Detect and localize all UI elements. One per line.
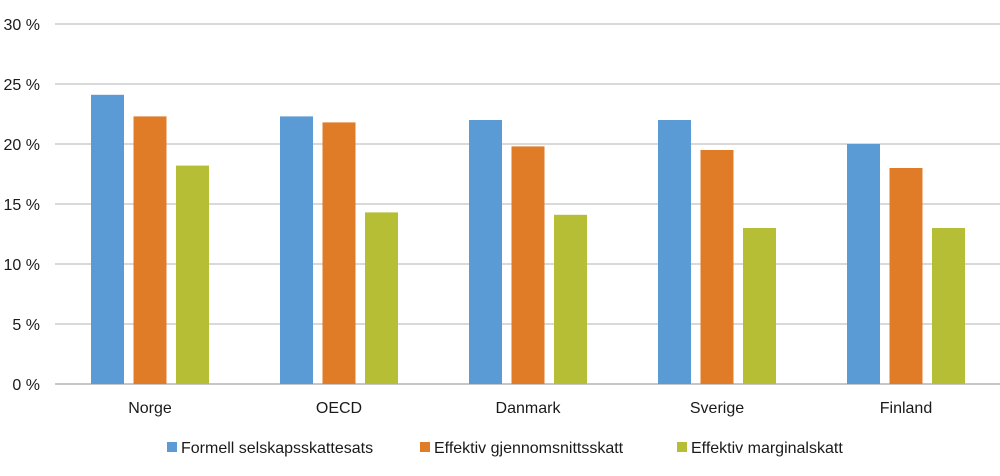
- x-axis-category-labels: Norge OECD Danmark Sverige Finland: [128, 400, 932, 417]
- y-axis-tick-labels: 0 % 5 % 10 % 15 % 20 % 25 % 30 %: [4, 17, 40, 394]
- bar-danmark-series-3: [554, 214, 587, 384]
- bar-sverige-series-1: [658, 120, 691, 384]
- legend-label: Effektiv gjennomsnittsskatt: [434, 440, 624, 457]
- x-category-label: Norge: [128, 400, 172, 417]
- bar-sverige-series-2: [700, 150, 734, 384]
- bar-danmark-series-1: [469, 120, 502, 384]
- y-tick-label: 0 %: [12, 377, 40, 394]
- y-tick-label: 10 %: [4, 257, 40, 274]
- y-tick-label: 25 %: [4, 77, 40, 94]
- legend-swatch: [420, 442, 430, 452]
- legend-swatch: [677, 442, 687, 452]
- bar-finland-series-1: [847, 144, 880, 384]
- legend-item-2: Effektiv gjennomsnittsskatt: [420, 440, 624, 457]
- legend-item-3: Effektiv marginalskatt: [677, 440, 843, 457]
- y-tick-label: 20 %: [4, 137, 40, 154]
- y-tick-label: 30 %: [4, 17, 40, 34]
- bar-finland-series-2: [889, 168, 923, 384]
- x-category-label: Danmark: [496, 400, 562, 417]
- bar-sverige-series-3: [743, 228, 776, 384]
- legend-label: Effektiv marginalskatt: [691, 440, 843, 457]
- x-category-label: Sverige: [690, 400, 744, 417]
- bar-norge-series-1: [91, 94, 124, 385]
- bar-oecd-series-1: [280, 116, 313, 385]
- legend-label: Formell selskapsskattesats: [181, 440, 373, 457]
- x-category-label: OECD: [316, 400, 362, 417]
- legend-swatch: [167, 442, 177, 452]
- y-tick-label: 15 %: [4, 197, 40, 214]
- legend: Formell selskapsskattesats Effektiv gjenn…: [167, 440, 843, 457]
- y-tick-label: 5 %: [12, 317, 40, 334]
- bar-norge-series-3: [176, 165, 209, 384]
- x-category-label: Finland: [880, 400, 932, 417]
- bar-danmark-series-2: [511, 146, 545, 384]
- bars: [91, 94, 965, 385]
- legend-item-1: Formell selskapsskattesats: [167, 440, 373, 457]
- bar-norge-series-2: [133, 116, 167, 385]
- bar-oecd-series-3: [365, 212, 398, 384]
- bar-oecd-series-2: [322, 122, 356, 385]
- bar-finland-series-3: [932, 228, 965, 384]
